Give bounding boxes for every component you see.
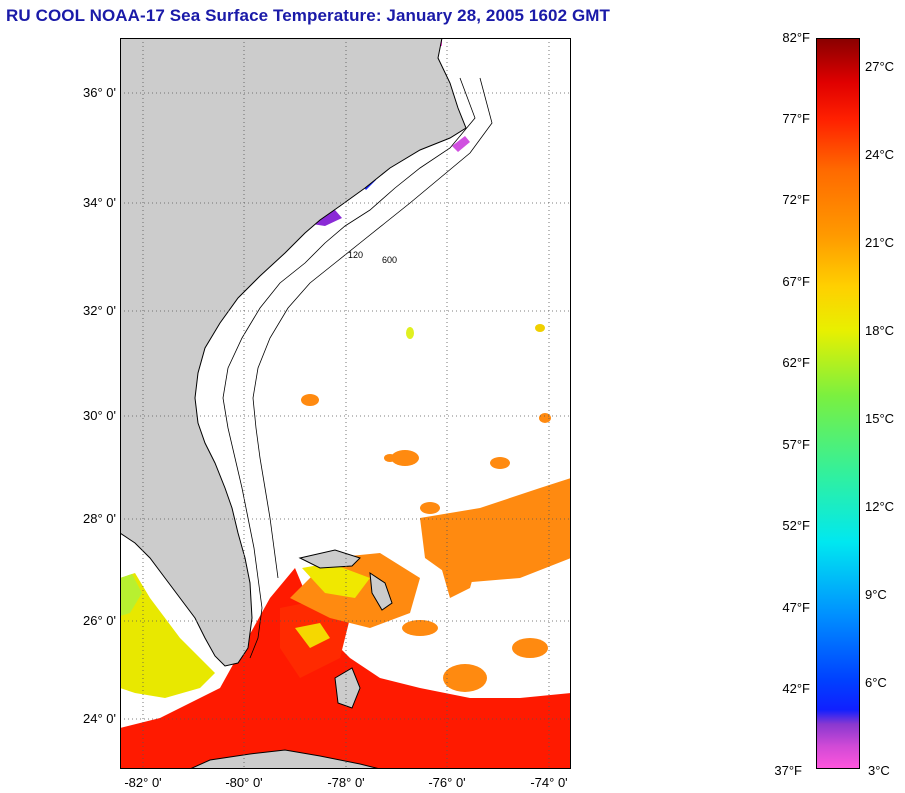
lon-label-82: -82° 0' bbox=[124, 775, 162, 790]
lat-label-24: 24° 0' bbox=[83, 711, 116, 726]
scale-f-82: 82°F bbox=[782, 30, 810, 45]
scale-f-42: 42°F bbox=[782, 681, 810, 696]
contour-label-120: 120 bbox=[348, 250, 363, 260]
land-mass bbox=[120, 38, 467, 667]
scale-f-47: 47°F bbox=[782, 600, 810, 615]
map-border bbox=[120, 38, 571, 769]
sst-bank-yellow-2 bbox=[295, 623, 330, 648]
lon-label-80: -80° 0' bbox=[225, 775, 263, 790]
scale-f-72: 72°F bbox=[782, 192, 810, 207]
sst-map: 120 600 bbox=[120, 38, 571, 769]
scale-c-27: 27°C bbox=[865, 59, 895, 74]
island-grand-bahama bbox=[298, 549, 361, 569]
scale-c-3: 3°C bbox=[868, 763, 890, 778]
island-andros bbox=[334, 667, 361, 709]
scale-c-9: 9°C bbox=[865, 587, 887, 602]
bathymetry-contours bbox=[222, 77, 493, 659]
sst-map-canvas: 120 600 bbox=[120, 38, 571, 769]
lat-label-34: 34° 0' bbox=[83, 195, 116, 210]
contour-label-600: 600 bbox=[382, 255, 397, 265]
map-title: RU COOL NOAA-17 Sea Surface Temperature:… bbox=[6, 6, 611, 25]
lat-label-26: 26° 0' bbox=[83, 613, 116, 628]
scale-f-62: 62°F bbox=[782, 355, 810, 370]
lon-label-78: -78° 0' bbox=[327, 775, 365, 790]
scale-f-57: 57°F bbox=[782, 437, 810, 452]
scale-f-67: 67°F bbox=[782, 274, 810, 289]
island-abaco bbox=[369, 571, 393, 611]
lon-label-76: -76° 0' bbox=[428, 775, 466, 790]
scale-c-18: 18°C bbox=[865, 323, 895, 338]
scale-c-24: 24°C bbox=[865, 147, 895, 162]
scale-c-6: 6°C bbox=[865, 675, 887, 690]
sst-florida-shelf-green bbox=[120, 574, 142, 616]
temperature-color-scale bbox=[816, 38, 860, 769]
lat-label-32: 32° 0' bbox=[83, 303, 116, 318]
sst-bank-yellow bbox=[302, 563, 370, 598]
scale-c-15: 15°C bbox=[865, 411, 895, 426]
scale-c-12: 12°C bbox=[865, 499, 895, 514]
lat-label-36: 36° 0' bbox=[83, 85, 116, 100]
lat-label-28: 28° 0' bbox=[83, 511, 116, 526]
scale-f-52: 52°F bbox=[782, 518, 810, 533]
scale-f-77: 77°F bbox=[782, 111, 810, 126]
lon-label-74: -74° 0' bbox=[530, 775, 568, 790]
sst-small-yellow bbox=[406, 327, 414, 339]
sst-cold-va bbox=[452, 136, 470, 152]
sst-florida-shelf bbox=[120, 573, 215, 698]
scale-f-37: 37°F bbox=[774, 763, 802, 778]
sst-small-yellow-2 bbox=[535, 324, 545, 332]
lat-label-30: 30° 0' bbox=[83, 408, 116, 423]
scale-c-21: 21°C bbox=[865, 235, 895, 250]
